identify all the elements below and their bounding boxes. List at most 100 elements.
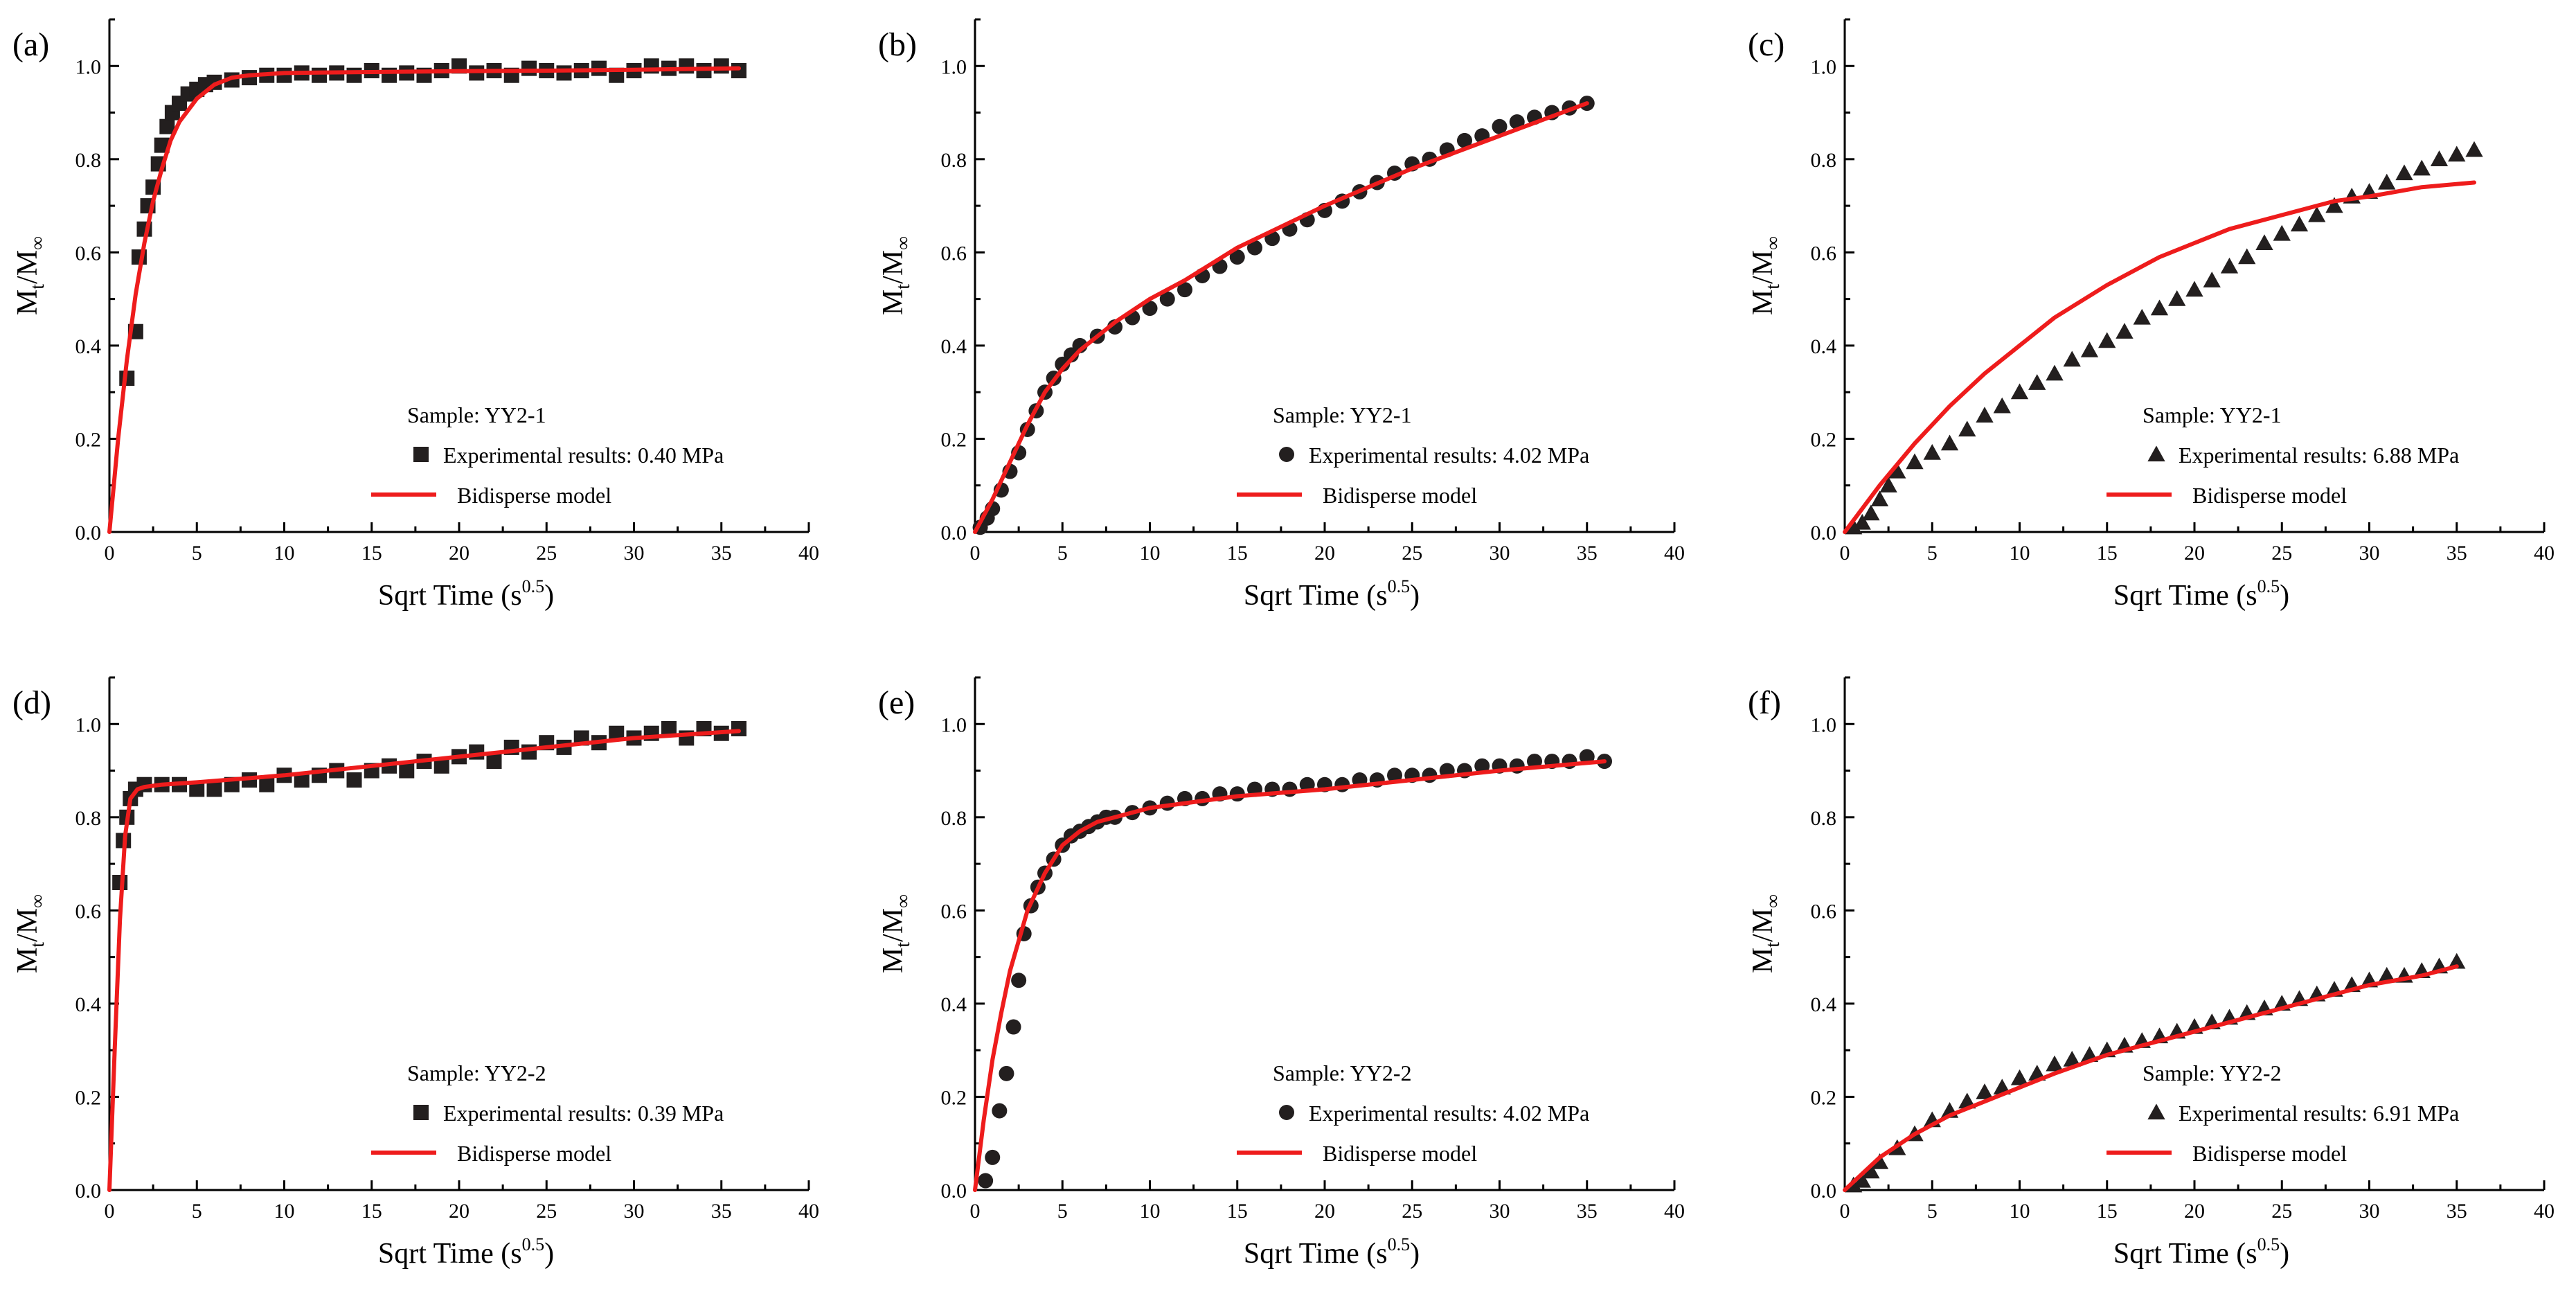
panel-label: (c) [1748, 26, 1785, 63]
data-point [1387, 767, 1402, 783]
data-point [2255, 234, 2273, 251]
data-point [1923, 443, 1941, 460]
chart-panel-4: 0 5 10 15 20 25 30 35 40 0.0 0.2 0.4 0.6 0.8 1.0 (d) Sqr… [12, 676, 819, 1270]
chart-panel-2: 0 5 10 15 20 25 30 35 40 0.0 0.2 0.4 0.6 0.8 1.0 (b) Sqr… [877, 18, 1685, 612]
data-point [1976, 407, 1994, 423]
data-point [346, 67, 362, 83]
x-tick-label: 35 [711, 1200, 732, 1223]
data-point [1005, 1019, 1021, 1035]
data-point [2448, 952, 2466, 969]
x-tick-label: 15 [2097, 1200, 2118, 1223]
y-tick-label: 0.4 [75, 335, 102, 358]
x-tick-label: 25 [1402, 542, 1422, 565]
data-point [1282, 781, 1298, 797]
legend-marker [1279, 447, 1294, 462]
x-tick-label: 15 [1227, 542, 1248, 565]
x-tick-label: 30 [2359, 1200, 2380, 1223]
y-axis-title: Mt/M∞ [877, 894, 914, 973]
x-tick-label: 5 [1927, 1200, 1938, 1223]
legend-experimental: Experimental results: 4.02 MPa [1309, 1101, 1589, 1126]
data-point [1011, 973, 1027, 988]
data-point [346, 772, 362, 788]
y-tick-label: 0.8 [75, 807, 102, 830]
data-point [1177, 282, 1192, 298]
data-point [985, 1149, 1001, 1165]
data-point [661, 721, 677, 736]
data-point [2098, 332, 2116, 348]
legend-model: Bidisperse model [1323, 1141, 1477, 1166]
x-tick-label: 30 [1490, 542, 1510, 565]
legend-experimental: Experimental results: 6.91 MPa [2179, 1101, 2459, 1126]
x-tick-label: 15 [361, 542, 382, 565]
data-point [2046, 1055, 2064, 1072]
data-point [486, 754, 502, 770]
data-point [312, 67, 327, 83]
x-tick-label: 25 [536, 1200, 557, 1223]
data-point [2238, 248, 2256, 265]
x-tick-label: 40 [798, 1200, 819, 1223]
data-point [1853, 513, 1871, 530]
model-line [973, 101, 1589, 534]
x-tick-label: 10 [2010, 542, 2030, 565]
data-point [1940, 434, 1959, 451]
x-tick-label: 35 [1577, 1200, 1598, 1223]
y-tick-label: 0.6 [1811, 242, 1837, 265]
model-line [1843, 180, 2476, 534]
data-point [294, 772, 310, 788]
x-tick-label: 40 [1664, 1200, 1685, 1223]
x-tick-label: 30 [2359, 542, 2380, 565]
data-point [1862, 1162, 1880, 1179]
data-point [2465, 141, 2483, 157]
data-point [1457, 132, 1472, 148]
x-tick-label: 40 [2534, 542, 2555, 565]
data-point [2185, 281, 2203, 297]
data-point [2448, 145, 2466, 162]
x-tick-label: 0 [1840, 1200, 1850, 1223]
data-point [2063, 350, 2081, 367]
x-tick-label: 20 [2184, 1200, 2205, 1223]
panel-label: (d) [12, 684, 51, 721]
data-point [2290, 215, 2309, 232]
data-point [206, 781, 222, 797]
data-point [2378, 173, 2396, 190]
chart-panel-3: 0 5 10 15 20 25 30 35 40 0.0 0.2 0.4 0.6 0.8 1.0 (c) Sqr… [1747, 18, 2555, 612]
data-point [2010, 1069, 2029, 1085]
y-tick-label: 1.0 [941, 55, 967, 78]
data-point [2028, 374, 2046, 390]
legend-sample: Sample: YY2-2 [2143, 1060, 2282, 1085]
x-tick-label: 40 [1664, 542, 1685, 565]
data-point [1870, 1153, 1889, 1169]
data-point [2413, 159, 2431, 176]
data-point [1853, 1171, 1871, 1188]
y-tick-label: 0.2 [941, 428, 967, 451]
legend-sample: Sample: YY2-1 [2143, 402, 2282, 427]
x-tick-label: 10 [274, 1200, 295, 1223]
x-tick-label: 35 [2447, 1200, 2467, 1223]
legend-model: Bidisperse model [457, 483, 611, 508]
data-point [978, 1173, 994, 1189]
x-tick-label: 5 [1057, 1200, 1068, 1223]
y-tick-label: 0.6 [75, 242, 102, 265]
data-point [1976, 1083, 1994, 1099]
data-point [2430, 150, 2449, 166]
data-point [2063, 1050, 2081, 1067]
x-tick-label: 0 [970, 542, 981, 565]
legend-marker [413, 447, 429, 462]
x-tick-label: 10 [1140, 542, 1161, 565]
legend-sample: Sample: YY2-2 [1273, 1060, 1412, 1085]
y-axis-title: Mt/M∞ [1747, 236, 1784, 315]
data-point [1862, 504, 1880, 521]
x-tick-label: 40 [2534, 1200, 2555, 1223]
legend-experimental: Experimental results: 6.88 MPa [2179, 443, 2459, 468]
data-point [609, 725, 625, 741]
x-tick-label: 20 [2184, 542, 2205, 565]
data-point [1993, 397, 2011, 414]
data-point [2325, 197, 2343, 213]
y-tick-label: 0.2 [1811, 1086, 1837, 1109]
y-tick-label: 1.0 [941, 713, 967, 736]
y-tick-label: 0.6 [1811, 900, 1837, 923]
y-tick-label: 0.0 [1811, 522, 1837, 544]
x-tick-label: 5 [192, 1200, 202, 1223]
data-point [2220, 257, 2239, 274]
